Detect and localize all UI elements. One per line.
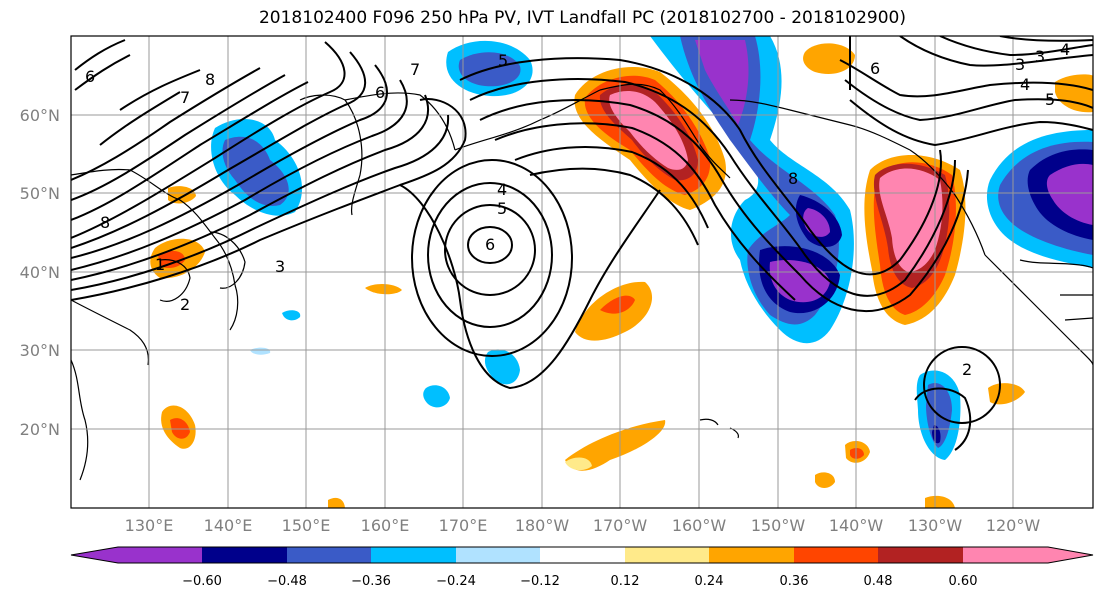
lon-label: 140°E — [204, 516, 253, 535]
contour-labels: 8 7 6 5 4 5 6 3 7 6 8 2 4 3 2 6 5 4 3 8 … — [85, 40, 1070, 379]
contour-label: 3 — [1015, 55, 1025, 74]
contour-label: 6 — [375, 83, 385, 102]
colorbar-segment — [963, 547, 1048, 563]
lat-label: 60°N — [20, 106, 60, 125]
colorbar-segment — [371, 547, 456, 563]
lon-label: 150°W — [751, 516, 806, 535]
colorbar-segment — [625, 547, 709, 563]
coastlines — [71, 83, 1093, 481]
contour-label: 7 — [410, 60, 420, 79]
contour-label: 2 — [962, 360, 972, 379]
lon-label: 120°W — [986, 516, 1041, 535]
contour-label: 2 — [180, 295, 190, 314]
contour-label: 6 — [85, 67, 95, 86]
colorbar-tick-label: 0.12 — [611, 574, 640, 589]
contour-label: 3 — [1035, 47, 1045, 66]
contour-label: 8 — [788, 169, 798, 188]
lon-label: 170°W — [593, 516, 648, 535]
colorbar-tick-label: 0.60 — [949, 574, 978, 589]
colorbar-tick-label: −0.36 — [351, 574, 391, 589]
contour-label: 4 — [497, 180, 507, 199]
colorbar-tick-label: 0.36 — [780, 574, 809, 589]
colorbar-tick-label: −0.60 — [182, 574, 222, 589]
longitude-labels: 130°E 140°E 150°E 160°E 170°E 180°W 170°… — [125, 516, 1041, 535]
colorbar-segment — [794, 547, 878, 563]
negative-anomaly-regions — [211, 36, 1093, 460]
graticule — [71, 36, 1093, 508]
lat-label: 40°N — [20, 263, 60, 282]
colorbar-segment — [456, 547, 540, 563]
contour-label: 5 — [498, 51, 508, 70]
lon-label: 130°W — [908, 516, 963, 535]
contour-label: 5 — [497, 199, 507, 218]
contour-label: 1 — [155, 255, 165, 274]
contour-label: 8 — [100, 213, 110, 232]
colorbar-tick-label: −0.24 — [436, 574, 476, 589]
lon-label: 150°E — [282, 516, 331, 535]
colorbar-segment — [202, 547, 287, 563]
colorbar-tick-label: −0.48 — [267, 574, 307, 589]
colorbar-segment — [540, 547, 625, 563]
lon-label: 160°W — [672, 516, 727, 535]
contour-label: 4 — [1060, 40, 1070, 59]
colorbar-segment — [878, 547, 963, 563]
contour-label: 6 — [485, 235, 495, 254]
lon-label: 180°W — [515, 516, 570, 535]
colorbar-segment — [118, 547, 202, 563]
colorbar-tick-label: −0.12 — [520, 574, 560, 589]
contour-label: 6 — [870, 59, 880, 78]
latitude-labels: 60°N 50°N 40°N 30°N 20°N — [20, 106, 60, 439]
contour-label: 7 — [180, 88, 190, 107]
colorbar-segment — [287, 547, 371, 563]
colorbar-tick-labels: −0.60 −0.48 −0.36 −0.24 −0.12 0.12 0.24 … — [182, 574, 977, 589]
pv-contours — [71, 36, 1093, 451]
contour-label: 4 — [1020, 75, 1030, 94]
contour-label: 3 — [275, 257, 285, 276]
colorbar-tick-label: 0.48 — [864, 574, 893, 589]
colorbar-extend-high — [1048, 547, 1093, 563]
lon-label: 170°E — [439, 516, 488, 535]
lat-label: 50°N — [20, 184, 60, 203]
contour-label: 5 — [1045, 90, 1055, 109]
lat-label: 20°N — [20, 420, 60, 439]
colorbar-segment — [709, 547, 794, 563]
colorbar-extend-low — [71, 547, 118, 563]
colorbar-outline — [70, 546, 1094, 564]
contour-label: 8 — [205, 70, 215, 89]
map-title: 2018102400 F096 250 hPa PV, IVT Landfall… — [258, 8, 906, 28]
colorbar — [70, 546, 1094, 564]
lon-label: 140°W — [829, 516, 884, 535]
lon-label: 130°E — [125, 516, 174, 535]
lat-label: 30°N — [20, 341, 60, 360]
colorbar-tick-label: 0.24 — [695, 574, 724, 589]
lon-label: 160°E — [361, 516, 410, 535]
